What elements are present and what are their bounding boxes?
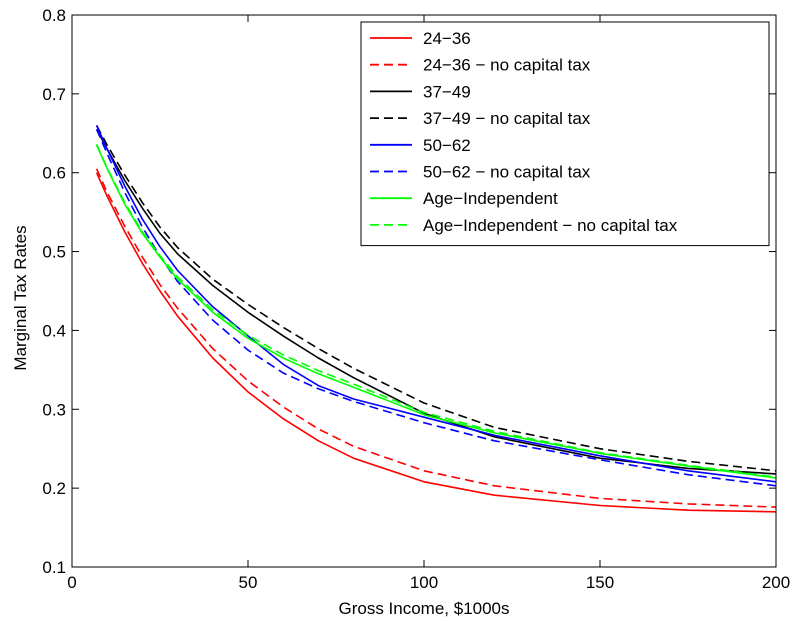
legend-label: 50−62 — [423, 136, 471, 155]
x-tick-label: 150 — [586, 573, 614, 592]
y-tick-label: 0.4 — [42, 321, 66, 340]
legend-label: 37−49 — [423, 82, 471, 101]
legend-box — [360, 21, 770, 247]
series-line-3 — [95, 128, 777, 475]
series-line-2 — [95, 168, 777, 508]
series-line-8 — [95, 143, 777, 478]
legend-label: 24−36 — [423, 29, 471, 48]
legend-label: Age−Independent − no capital tax — [423, 216, 678, 235]
axes-layer: 0 50 100 150 200 0.1 0.2 0.3 0.4 0.5 0.6 0.7 0.8 — [42, 6, 790, 592]
series-line-5 — [95, 125, 777, 483]
x-tick-label: 50 — [239, 573, 258, 592]
y-tick-label: 0.1 — [42, 558, 66, 577]
legend-label: Age−Independent — [423, 189, 558, 208]
legend-label: 37−49 − no capital tax — [423, 109, 591, 128]
series-line-4 — [95, 125, 777, 472]
series-line-1 — [95, 172, 777, 513]
legend-label: 24−36 − no capital tax — [423, 56, 591, 75]
y-tick-label: 0.7 — [42, 85, 66, 104]
x-tick-label: 100 — [410, 573, 438, 592]
legend-label: 50−62 − no capital tax — [423, 163, 591, 182]
y-tick-label: 0.2 — [42, 479, 66, 498]
series-line-6 — [95, 128, 777, 487]
legend: 24−36 24−36 − no capital tax 37−49 37−49 − … — [360, 21, 770, 247]
x-tick-label: 200 — [762, 573, 790, 592]
y-tick-label: 0.6 — [42, 164, 66, 183]
x-axis-title: Gross Income, $1000s — [338, 599, 509, 618]
x-tick-label: 0 — [67, 573, 76, 592]
y-tick-label: 0.5 — [42, 243, 66, 262]
y-tick-label: 0.3 — [42, 400, 66, 419]
series-line-7 — [95, 144, 777, 479]
y-tick-label: 0.8 — [42, 6, 66, 25]
y-axis-title: Marginal Tax Rates — [11, 225, 30, 370]
series-layer — [95, 125, 777, 513]
